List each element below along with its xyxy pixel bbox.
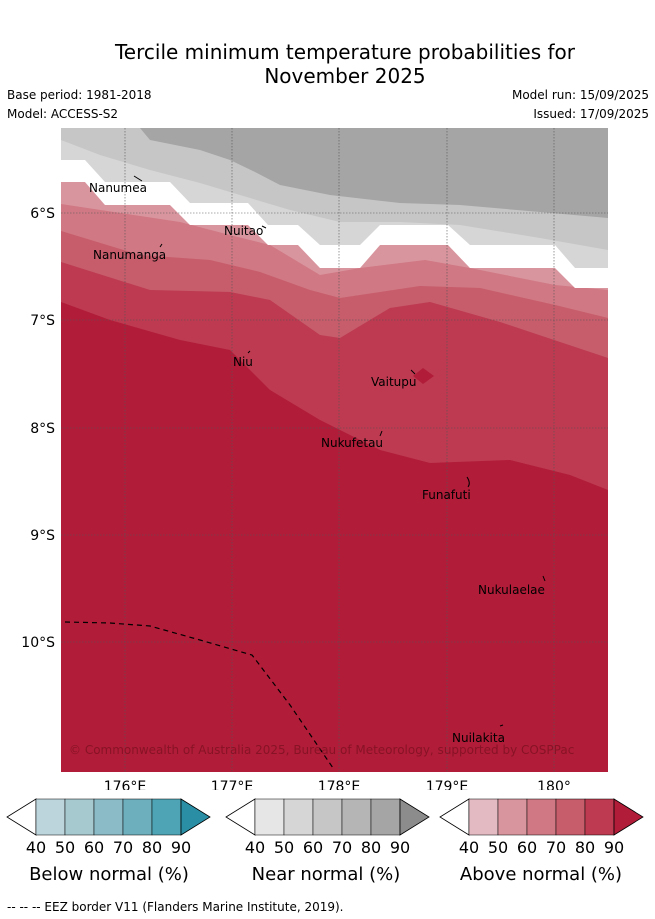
island-vaitupu <box>410 369 416 375</box>
cb-tick: 50 <box>273 838 295 857</box>
colorbar-extend-low <box>439 798 470 836</box>
cb-tick: 90 <box>170 838 192 857</box>
colorbar-extend-high <box>613 798 644 836</box>
colorbar-segment <box>64 798 95 836</box>
label-nuitao: Nuitao <box>224 224 263 238</box>
island-nuilakita <box>499 724 504 727</box>
title-line-1: Tercile minimum temperature probabilitie… <box>114 40 576 64</box>
lon-tick: 176°E <box>104 779 147 790</box>
place-labels: Nanumea Nuitao Nanumanga Niu Vaitupu Nuk… <box>89 181 545 745</box>
model-run: Model run: 15/09/2025 <box>511 88 649 102</box>
colorbar-extend-low <box>225 798 256 836</box>
cb-tick: 90 <box>389 838 411 857</box>
colorbar-below <box>6 798 211 836</box>
label-nukufetau: Nukufetau <box>321 436 383 450</box>
label-nanumanga: Nanumanga <box>93 248 166 262</box>
island-nukulaelae <box>542 575 546 582</box>
islands <box>133 175 546 727</box>
map-title: Tercile minimum temperature probabilitie… <box>0 40 655 88</box>
label-funafuti: Funafuti <box>422 488 471 502</box>
colorbar-segment <box>254 798 285 836</box>
cb-tick: 60 <box>302 838 324 857</box>
island-nukufetau <box>379 430 383 437</box>
label-nuilakita: Nuilakita <box>452 731 505 745</box>
colorbar-segment <box>370 798 401 836</box>
colorbar-segment <box>93 798 124 836</box>
cb-tick: 80 <box>574 838 596 857</box>
model-name: Model: ACCESS-S2 <box>7 107 119 121</box>
cb-tick: 40 <box>25 838 47 857</box>
cb-tick: 50 <box>487 838 509 857</box>
cb-tick: 70 <box>545 838 567 857</box>
graticule <box>61 128 608 772</box>
colorbar-segment <box>341 798 372 836</box>
label-vaitupu: Vaitupu <box>371 375 417 389</box>
lat-tick: 9°S <box>30 528 55 544</box>
colorbar-segment <box>312 798 343 836</box>
colorbar-near-segments <box>225 798 430 836</box>
island-funafuti <box>466 476 470 488</box>
colorbar-above <box>439 798 644 836</box>
colorbar-segment <box>151 798 182 836</box>
lat-tick: 8°S <box>30 421 55 437</box>
band-near-60 <box>140 128 608 218</box>
cb-tick: 50 <box>54 838 76 857</box>
cb-tick: 90 <box>603 838 625 857</box>
cb-tick: 40 <box>244 838 266 857</box>
title-line-2: November 2025 <box>264 64 426 88</box>
lon-tick-labels: 176°E 177°E 178°E 179°E 180° <box>104 779 571 790</box>
colorbar-extend-high <box>180 798 211 836</box>
island-niu <box>247 350 251 354</box>
cb-tick: 70 <box>331 838 353 857</box>
vaitupu-patch <box>413 368 434 384</box>
island-nanumea <box>133 175 143 182</box>
eez-footnote: -- -- -- EEZ border V11 (Flanders Marine… <box>7 900 344 914</box>
island-nanumanga <box>159 243 163 248</box>
copyright-notice: © Commonwealth of Australia 2025, Bureau… <box>69 743 574 757</box>
lon-tick: 177°E <box>211 779 254 790</box>
colorbar-segment <box>497 798 528 836</box>
lat-tick: 6°S <box>30 206 55 222</box>
lat-tick: 10°S <box>21 635 55 651</box>
colorbar-segment <box>468 798 499 836</box>
colorbar-below-segments <box>6 798 211 836</box>
cb-tick: 80 <box>360 838 382 857</box>
label-nukulaelae: Nukulaelae <box>478 583 545 597</box>
colorbar-extend-high <box>399 798 430 836</box>
colorbar-near <box>225 798 430 836</box>
colorbar-segment <box>526 798 557 836</box>
lon-tick: 180° <box>537 779 571 790</box>
lat-tick: 7°S <box>30 313 55 329</box>
cb-tick: 70 <box>112 838 134 857</box>
map-area <box>61 128 608 772</box>
cb-tick: 60 <box>516 838 538 857</box>
colorbar-segment <box>122 798 153 836</box>
lon-tick: 179°E <box>426 779 469 790</box>
colorbar-segment <box>584 798 615 836</box>
cb-tick: 60 <box>83 838 105 857</box>
cb-tick: 40 <box>458 838 480 857</box>
island-nuitao <box>261 225 267 229</box>
legend-near-label: Near normal (%) <box>251 864 401 885</box>
colorbar-segment <box>555 798 586 836</box>
lat-tick-labels: 6°S 7°S 8°S 9°S 10°S <box>21 206 55 651</box>
base-period: Base period: 1981-2018 <box>7 88 152 102</box>
colorbar-segment <box>35 798 66 836</box>
lon-tick: 178°E <box>318 779 361 790</box>
label-niu: Niu <box>233 355 253 369</box>
label-nanumea: Nanumea <box>89 181 147 195</box>
colorbar-above-segments <box>439 798 644 836</box>
cb-tick: 80 <box>141 838 163 857</box>
probability-map: Nanumea Nuitao Nanumanga Niu Vaitupu Nuk… <box>21 128 608 790</box>
legend-below-label: Below normal (%) <box>29 864 189 885</box>
colorbar-segment <box>283 798 314 836</box>
issued-date: Issued: 17/09/2025 <box>533 107 649 121</box>
eez-border <box>64 621 334 769</box>
colorbar-extend-low <box>6 798 37 836</box>
legend-above-label: Above normal (%) <box>459 864 623 885</box>
